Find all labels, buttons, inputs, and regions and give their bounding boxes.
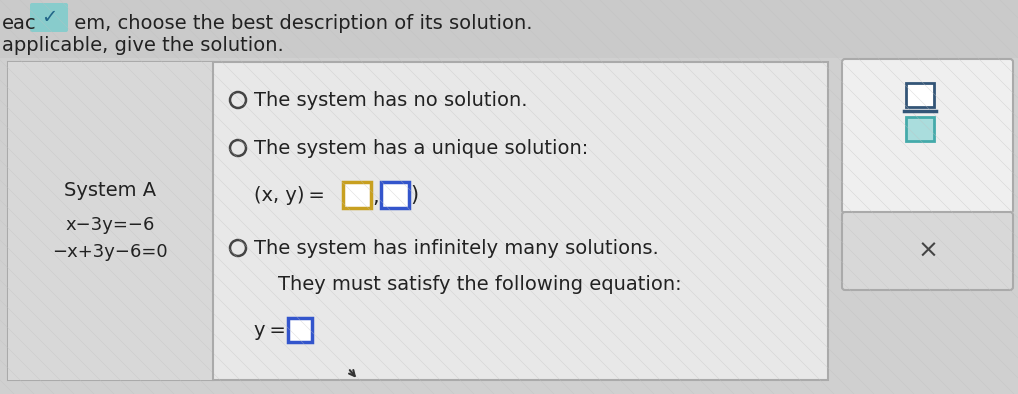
Text: ): ): [410, 185, 418, 205]
Text: −x+3y−6=0: −x+3y−6=0: [52, 243, 168, 261]
FancyBboxPatch shape: [8, 62, 828, 380]
FancyBboxPatch shape: [288, 318, 312, 342]
Text: em, choose the best description of its solution.: em, choose the best description of its s…: [68, 14, 532, 33]
FancyBboxPatch shape: [842, 212, 1013, 290]
FancyBboxPatch shape: [906, 117, 934, 141]
Text: y =: y =: [254, 320, 286, 340]
FancyBboxPatch shape: [30, 3, 68, 32]
Text: ×: ×: [917, 239, 939, 263]
Text: (x, y) =: (x, y) =: [254, 186, 325, 204]
FancyBboxPatch shape: [842, 59, 1013, 213]
Text: ,: ,: [372, 187, 379, 207]
Text: System A: System A: [64, 180, 156, 199]
Text: The system has a unique solution:: The system has a unique solution:: [254, 139, 588, 158]
Text: eac: eac: [2, 14, 37, 33]
FancyBboxPatch shape: [343, 182, 371, 208]
Text: The system has infinitely many solutions.: The system has infinitely many solutions…: [254, 238, 659, 258]
FancyBboxPatch shape: [906, 83, 934, 107]
FancyBboxPatch shape: [381, 182, 409, 208]
FancyBboxPatch shape: [8, 62, 213, 380]
Text: The system has no solution.: The system has no solution.: [254, 91, 527, 110]
Text: They must satisfy the following equation:: They must satisfy the following equation…: [278, 275, 682, 294]
Text: applicable, give the solution.: applicable, give the solution.: [2, 36, 284, 55]
FancyBboxPatch shape: [0, 0, 1018, 58]
Text: x−3y=−6: x−3y=−6: [65, 216, 155, 234]
Text: ✓: ✓: [41, 7, 57, 26]
